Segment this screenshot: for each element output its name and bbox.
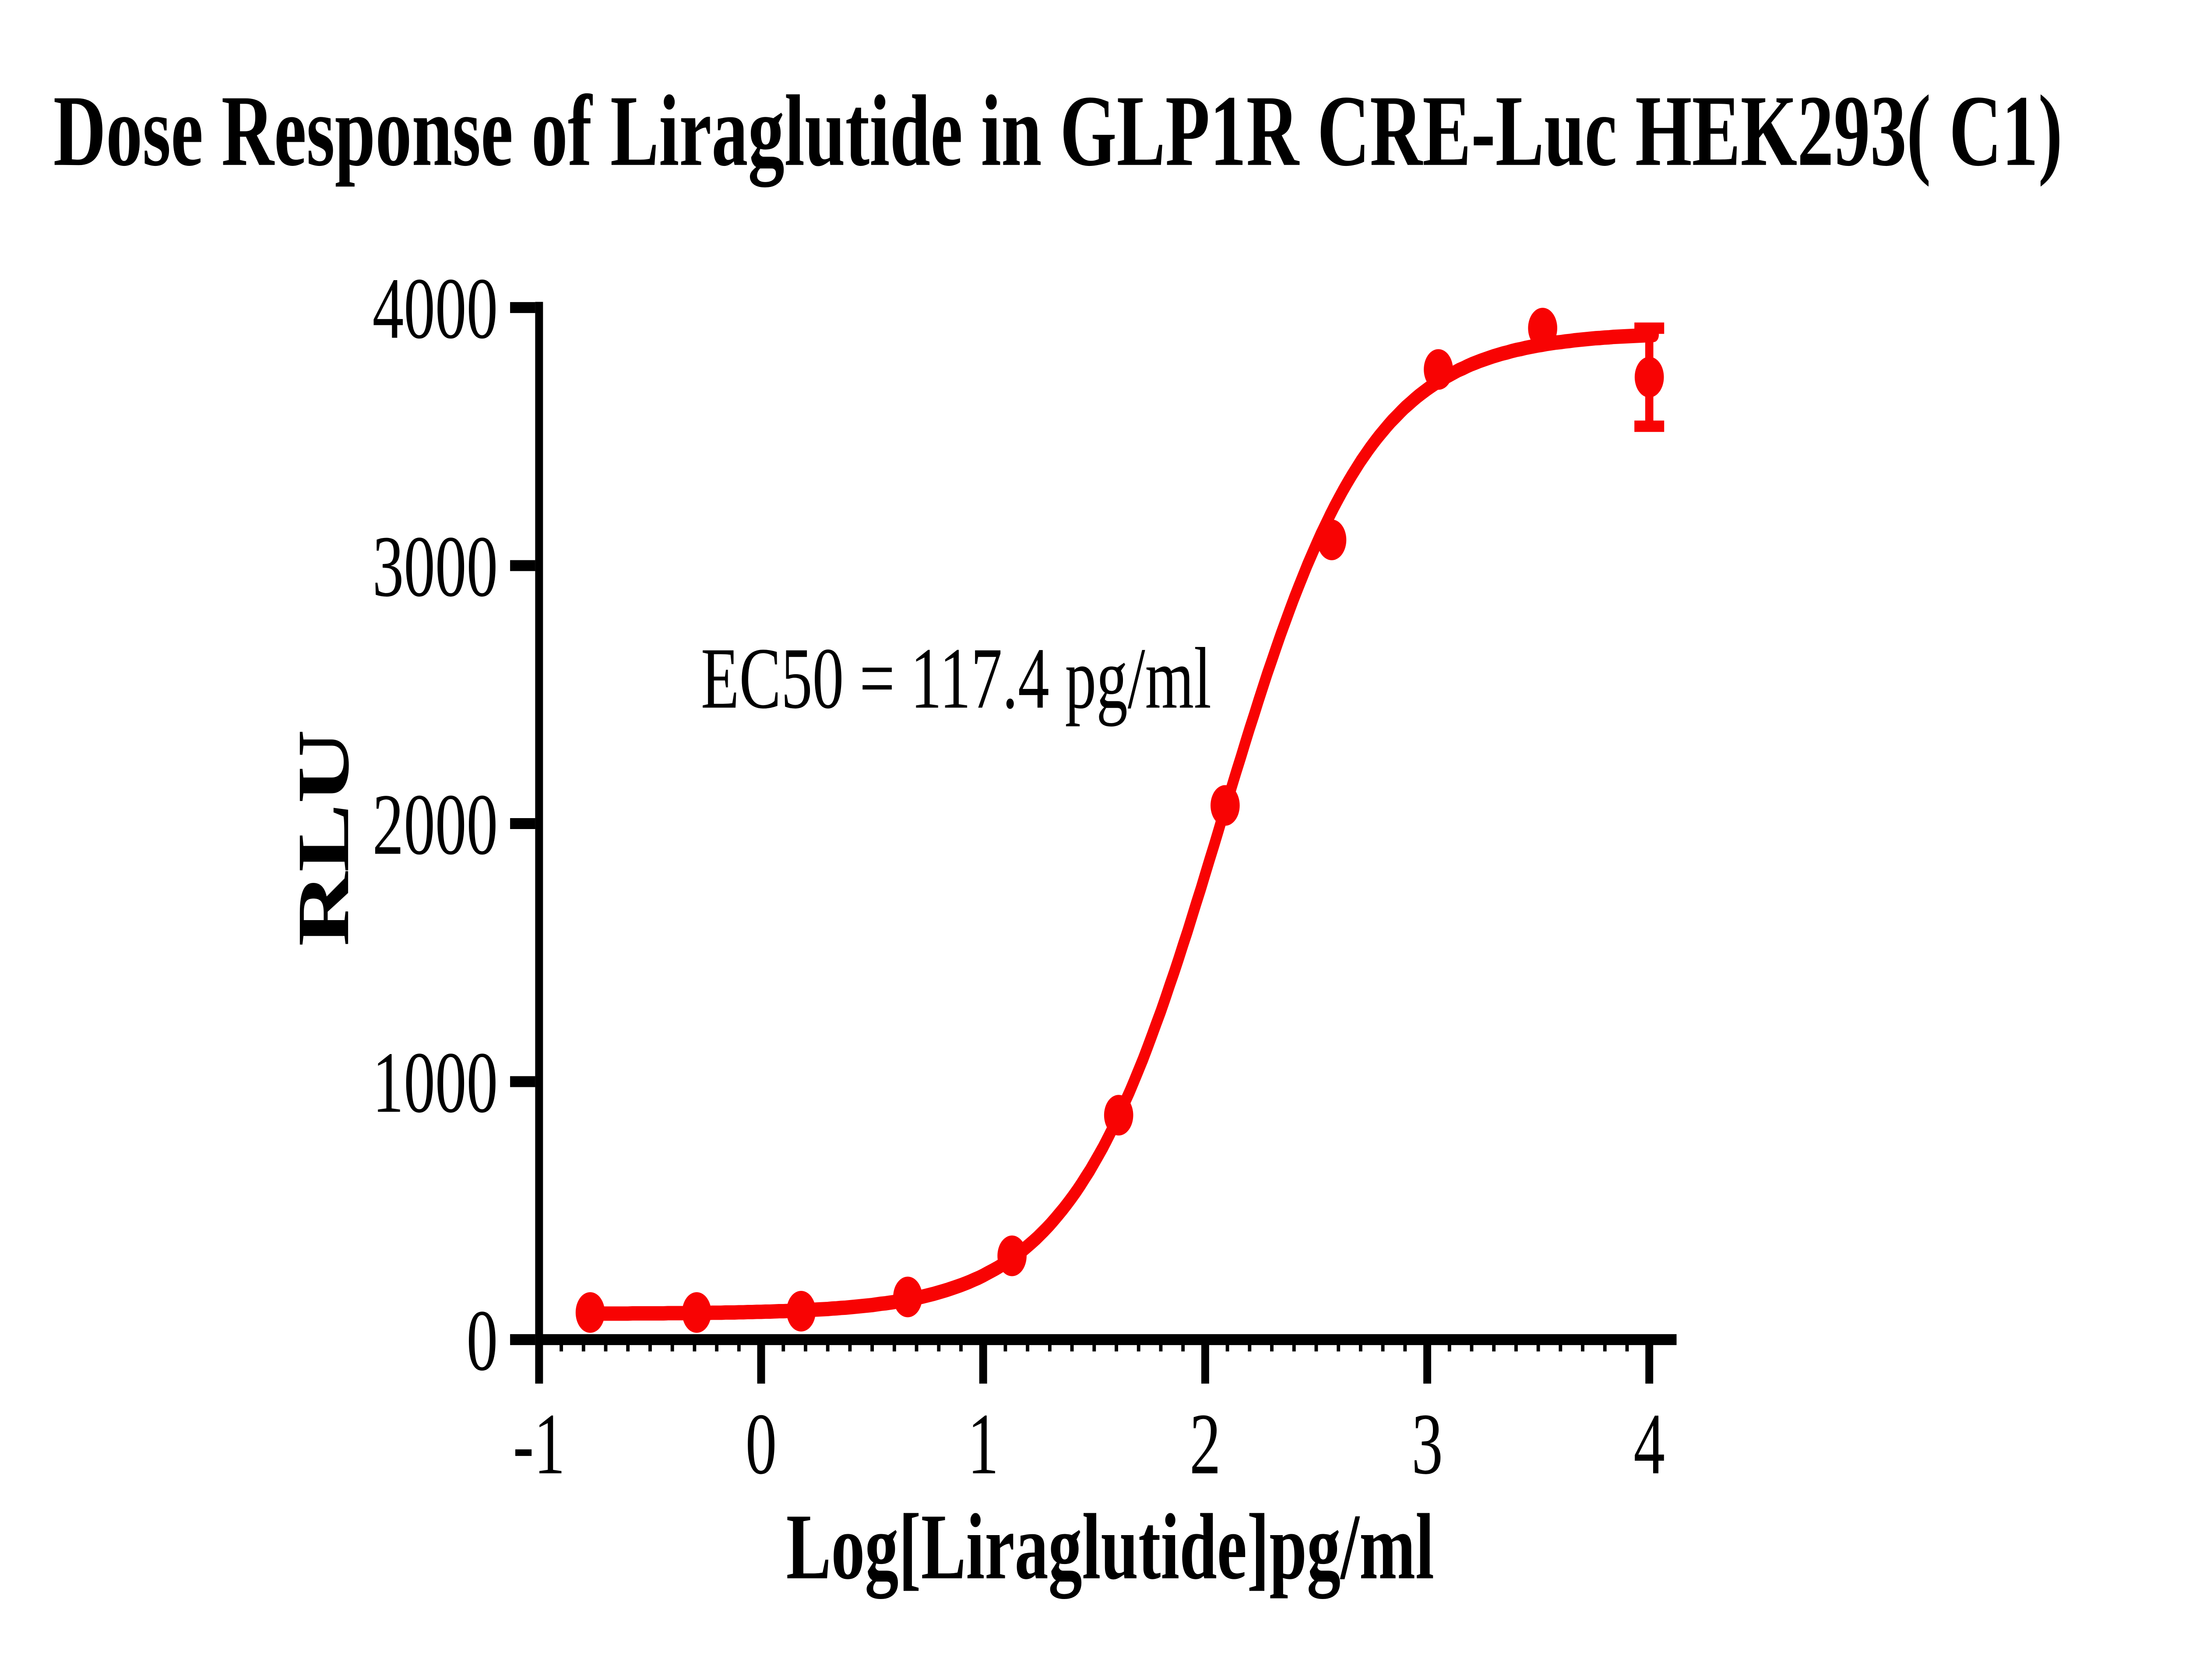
x-tick-label: 2	[1190, 1395, 1221, 1493]
y-axis-ticks: 0 1000 2000 3000 4000	[373, 260, 535, 1389]
x-tick-label: 4	[1633, 1395, 1665, 1493]
data-point	[1424, 349, 1453, 390]
data-point	[1528, 308, 1557, 349]
y-tick-label: 2000	[373, 776, 498, 873]
data-point	[1211, 785, 1240, 826]
data-point	[575, 1292, 605, 1333]
x-tick-label: -1	[513, 1395, 565, 1493]
y-tick-label: 4000	[373, 260, 498, 357]
x-tick-label: 3	[1411, 1395, 1443, 1493]
x-tick-label: 0	[746, 1395, 777, 1493]
data-point	[1317, 519, 1347, 560]
x-axis-ticks: -1 0 1 2 3 4	[513, 1345, 1665, 1492]
y-axis-title: RLU	[283, 729, 364, 946]
chart-title: Dose Response of Liraglutide in GLP1R CR…	[53, 74, 2062, 187]
data-points	[575, 308, 1664, 1333]
fit-curve	[583, 327, 1659, 1321]
ec50-annotation: EC50 = 117.4 pg/ml	[701, 629, 1211, 727]
y-tick-label: 3000	[373, 518, 498, 615]
data-point	[786, 1290, 816, 1332]
y-tick-label: 1000	[373, 1034, 498, 1131]
data-point	[682, 1292, 711, 1333]
data-point	[893, 1276, 922, 1318]
data-point	[997, 1235, 1027, 1276]
data-point	[1634, 357, 1664, 398]
y-tick-label: 0	[467, 1292, 498, 1389]
x-axis-minor-ticks	[560, 1345, 1629, 1352]
x-tick-label: 1	[968, 1395, 999, 1493]
data-point	[1104, 1095, 1133, 1136]
x-axis-title: Log[Liraglutide]pg/ml	[786, 1495, 1434, 1599]
